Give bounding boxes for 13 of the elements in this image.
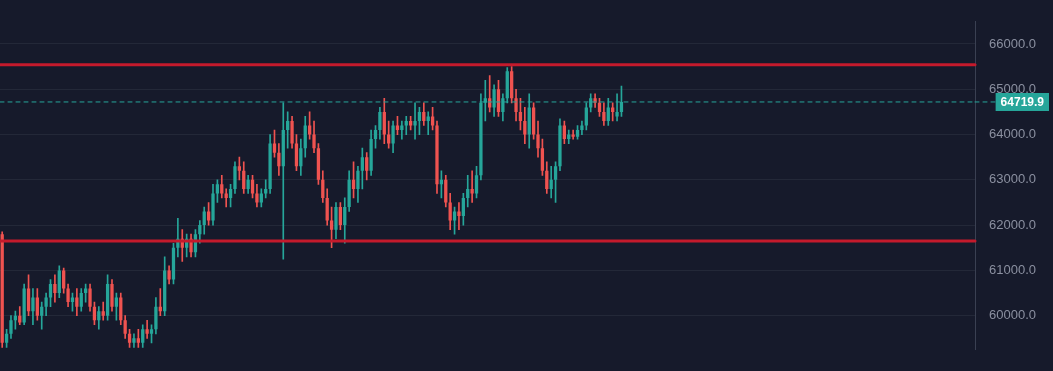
- y-tick-label: 65000.0: [989, 80, 1036, 96]
- candlestick: [470, 170, 474, 203]
- y-tick-label: 60000.0: [989, 307, 1036, 323]
- y-tick-label: 61000.0: [989, 261, 1036, 277]
- ref-line-label: 64719.9: [1000, 95, 1045, 110]
- candlestick: [101, 301, 105, 321]
- y-tick-label: 62000.0: [989, 216, 1036, 232]
- y-tick-label: 63000.0: [989, 171, 1036, 187]
- y-tick-label: 66000.0: [989, 35, 1036, 51]
- candlestick: [145, 319, 149, 339]
- candlestick: [457, 202, 461, 230]
- y-tick-label: 64000.0: [989, 126, 1036, 142]
- candlestick: [426, 111, 430, 135]
